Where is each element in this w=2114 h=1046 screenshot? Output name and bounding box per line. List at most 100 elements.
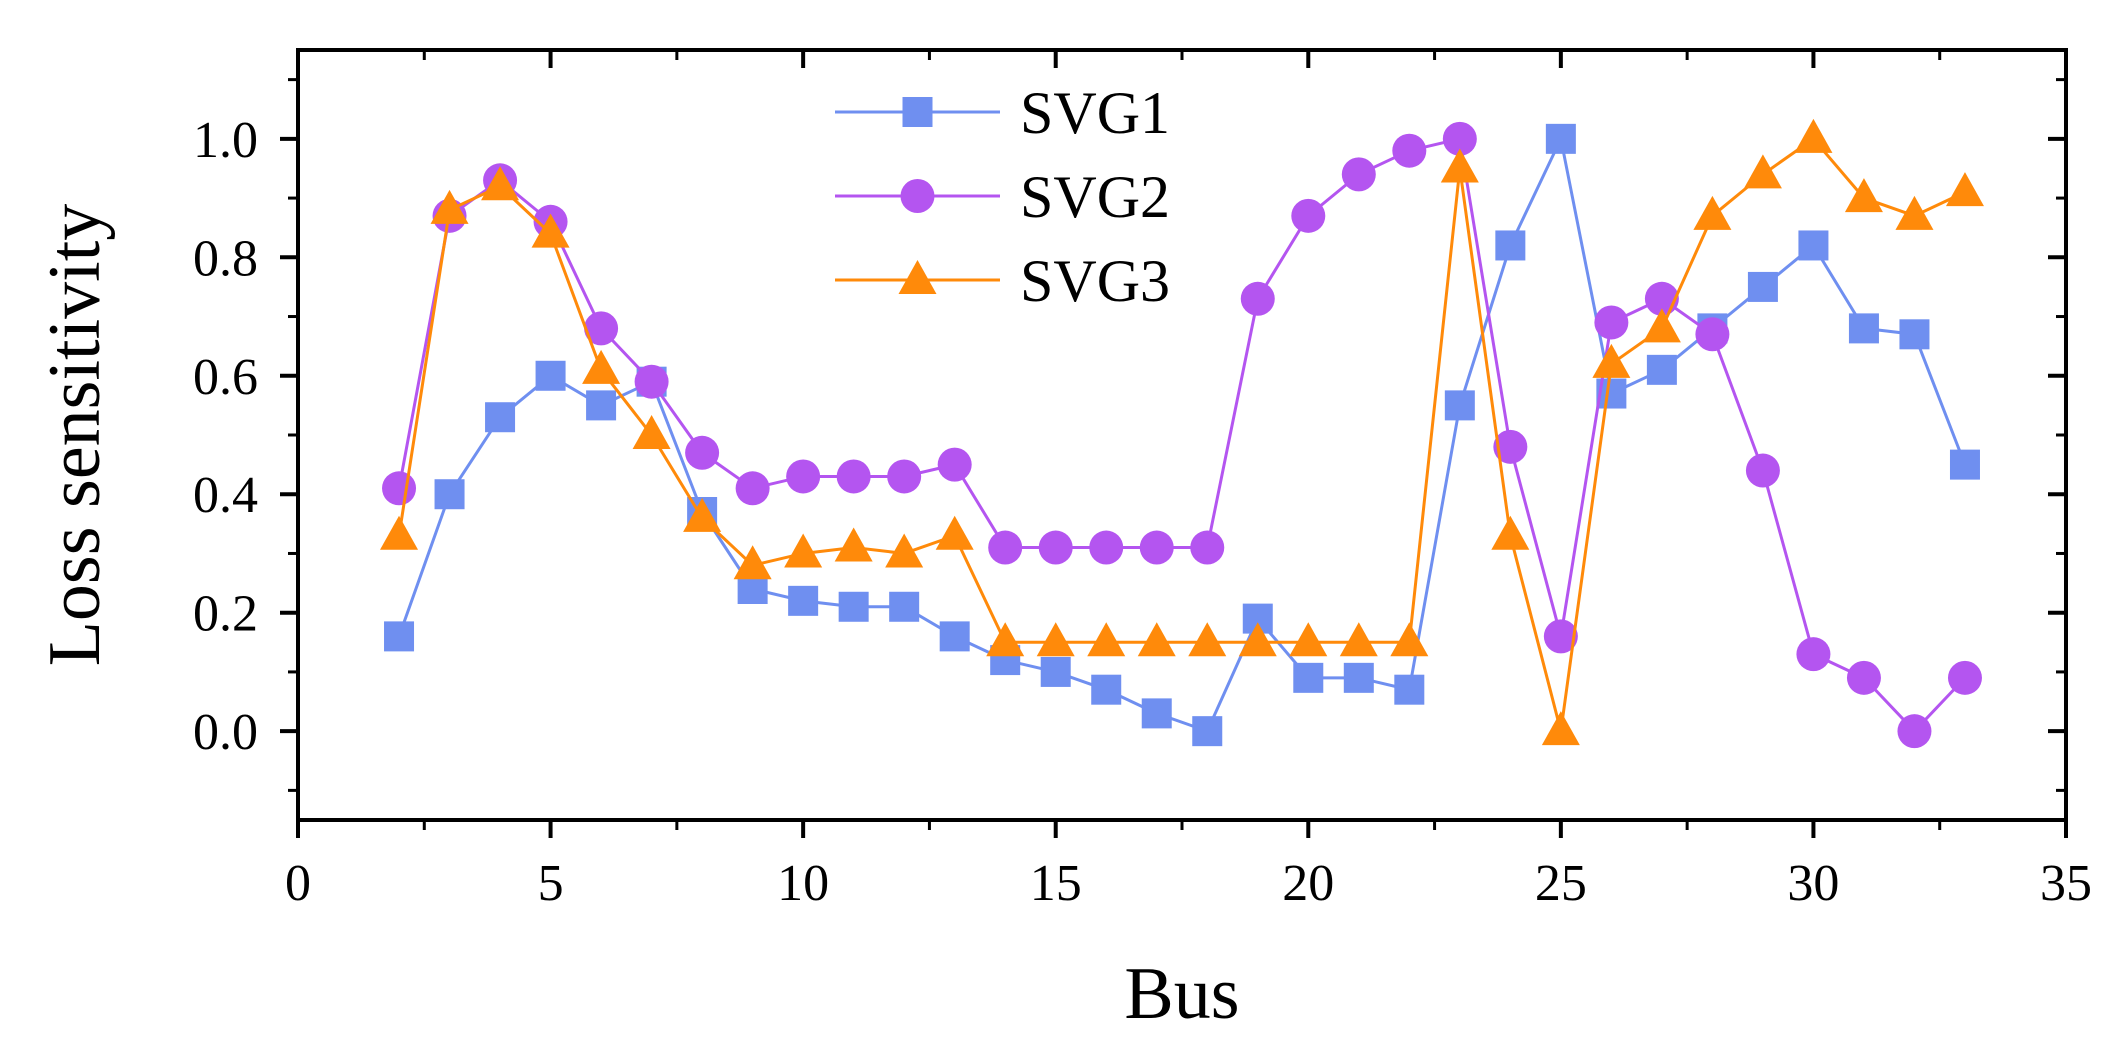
- data-point: [1949, 449, 1980, 480]
- x-tick-label: 15: [1030, 855, 1082, 912]
- data-point: [434, 479, 465, 510]
- legend-marker: [900, 179, 935, 213]
- series-svg1: [384, 123, 1980, 747]
- data-point: [1240, 281, 1275, 316]
- data-point: [634, 364, 669, 399]
- data-point: [535, 360, 566, 391]
- data-point: [939, 621, 970, 652]
- data-point: [786, 459, 821, 494]
- data-point: [683, 497, 722, 532]
- data-point: [1495, 230, 1526, 261]
- data-point: [1394, 674, 1425, 705]
- data-point: [582, 349, 621, 384]
- data-point: [1541, 711, 1580, 746]
- legend-marker: [902, 97, 933, 127]
- data-point: [1190, 530, 1225, 565]
- data-point: [1444, 390, 1475, 421]
- legend-entry: SVG3: [835, 248, 1170, 314]
- data-point: [1289, 622, 1328, 657]
- series-svg3: [380, 118, 1984, 746]
- data-point: [838, 591, 869, 622]
- data-point: [1642, 308, 1681, 343]
- data-point: [1339, 622, 1378, 657]
- data-point: [1747, 271, 1778, 302]
- data-point: [584, 311, 619, 346]
- y-axis-title: Loss sensitivity: [34, 204, 116, 667]
- data-point: [1343, 662, 1374, 693]
- data-point: [1141, 698, 1172, 729]
- data-point: [1440, 148, 1479, 183]
- legend-label: SVG3: [1020, 248, 1170, 314]
- x-tick-label: 25: [1535, 855, 1587, 912]
- data-point: [1087, 622, 1126, 657]
- data-point: [1293, 662, 1324, 693]
- data-point: [1895, 195, 1934, 230]
- legend-entry: SVG1: [835, 80, 1170, 146]
- data-point: [735, 471, 770, 506]
- y-tick-label: 0.6: [193, 349, 258, 406]
- data-point: [1089, 530, 1124, 565]
- data-point: [1091, 674, 1122, 705]
- data-point: [1695, 317, 1730, 352]
- legend: SVG1 SVG2 SVG3: [835, 80, 1170, 314]
- series-svg2: [382, 121, 1982, 749]
- data-point: [1646, 354, 1677, 385]
- x-tick-label: 20: [1282, 855, 1334, 912]
- x-axis-title: Bus: [1124, 953, 1239, 1035]
- data-point: [784, 533, 823, 568]
- data-point: [481, 166, 520, 201]
- data-point: [1442, 121, 1477, 156]
- data-point: [1592, 343, 1631, 378]
- x-tick-label: 10: [777, 855, 829, 912]
- data-point: [937, 447, 972, 482]
- data-point: [1291, 198, 1326, 233]
- data-point: [1493, 429, 1528, 464]
- data-point: [935, 515, 974, 550]
- data-point: [1238, 622, 1277, 657]
- data-point: [384, 621, 415, 652]
- data-point: [1945, 172, 1984, 207]
- x-tick-label: 5: [538, 855, 564, 912]
- x-tick-label: 35: [2040, 855, 2092, 912]
- data-point: [836, 459, 871, 494]
- data-point: [1693, 195, 1732, 230]
- data-point: [1139, 530, 1174, 565]
- data-point: [1796, 637, 1831, 672]
- data-point: [1745, 453, 1780, 488]
- data-point: [988, 530, 1023, 565]
- data-point: [733, 545, 772, 580]
- data-point: [1545, 123, 1576, 154]
- data-point: [1846, 660, 1881, 695]
- data-point: [1192, 716, 1223, 747]
- data-point: [1491, 515, 1530, 550]
- data-point: [531, 213, 570, 248]
- series-layer: [380, 118, 1984, 749]
- data-point: [1038, 530, 1073, 565]
- data-point: [889, 591, 920, 622]
- data-point: [1897, 714, 1932, 749]
- data-point: [1040, 656, 1071, 687]
- y-tick-label: 0.2: [193, 586, 258, 643]
- data-point: [380, 515, 419, 550]
- data-point: [834, 527, 873, 562]
- legend-marker: [898, 260, 937, 294]
- data-point: [1794, 118, 1833, 153]
- data-point: [685, 435, 720, 470]
- data-point: [986, 622, 1025, 657]
- data-point: [485, 402, 516, 433]
- data-point: [1798, 230, 1829, 261]
- y-tick-label: 1.0: [193, 112, 258, 169]
- data-point: [1341, 157, 1376, 192]
- y-tick-label: 0.0: [193, 704, 258, 761]
- data-point: [1594, 305, 1629, 340]
- data-point: [1848, 313, 1879, 344]
- legend-label: SVG2: [1020, 164, 1170, 230]
- data-point: [1743, 154, 1782, 189]
- data-point: [1390, 622, 1429, 657]
- legend-label: SVG1: [1020, 80, 1170, 146]
- data-point: [586, 390, 617, 421]
- plot-frame: [296, 48, 2068, 822]
- y-tick-label: 0.8: [193, 230, 258, 287]
